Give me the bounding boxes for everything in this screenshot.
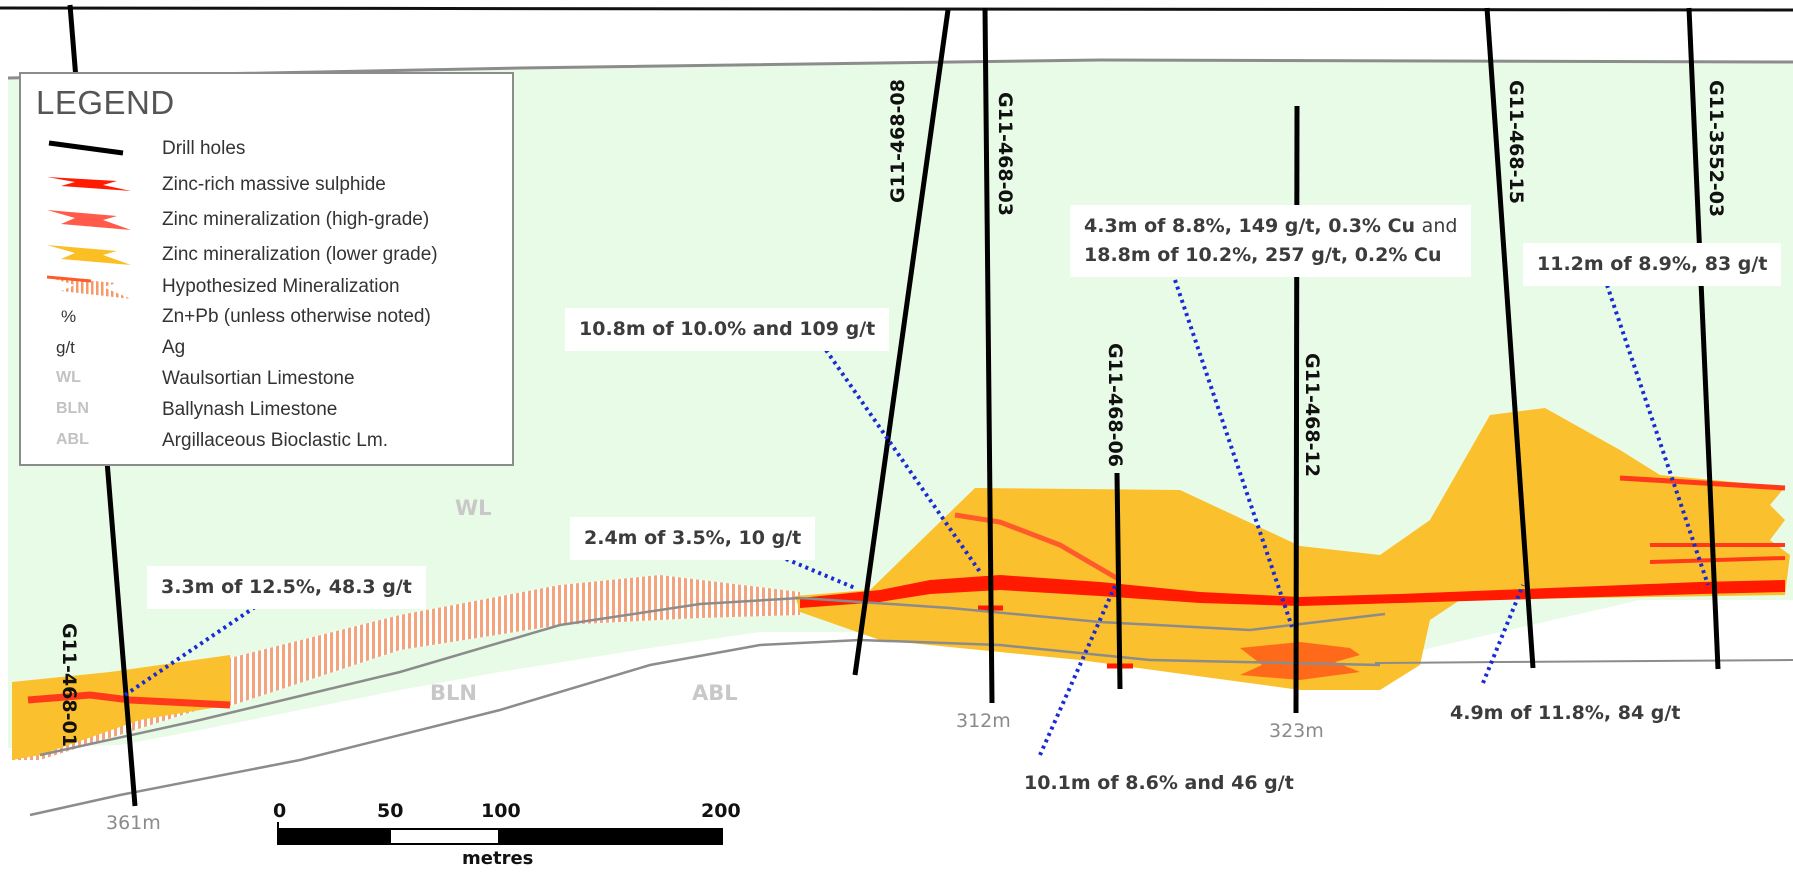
legend-row-percent: % Zn+Pb (unless otherwise noted) [21,301,512,331]
drill-hole-label: G11-468-08 [887,79,909,203]
legend-row-gpt: g/t Ag [21,332,512,362]
legend-label: Hypothesized Mineralization [162,276,400,297]
legend-label: Zinc-rich massive sulphide [162,174,386,195]
high-grade-zinc-west [27,691,231,709]
leader-lines [120,279,1710,756]
hypothesized-mineralization-swatch [31,271,141,301]
drill-hole-label: G11-468-03 [994,92,1016,216]
legend-label: Drill holes [162,138,246,159]
intercept-callout-hole-06: 10.1m of 8.6% and 46 g/t [1024,772,1294,794]
scale-tick-label: 200 [701,800,741,822]
leader-hole-08-a [785,557,856,590]
intercept-callout-line: 4.3m of 8.8%, 149 g/t, 0.3% Cu and [1084,212,1457,241]
drill-hole-label: G11-468-15 [1505,80,1527,204]
intercept-callout-hole-3552-03: 11.2m of 8.9%, 83 g/t [1523,243,1782,286]
drill-hole-g11-468-15 [1484,7,1536,669]
high-grade-lens-east-3 [1649,556,1786,564]
legend-row-hypothesized: Hypothesized Mineralization [21,271,512,301]
topography-line [0,6,1793,12]
drill-hole-g11-468-08 [852,9,951,676]
legend-abbr: ABL [56,431,89,448]
high-grade-lens-east-1 [1619,475,1786,491]
legend-abbr: g/t [56,338,75,357]
lower-grade-zinc-west [12,655,230,760]
intercept-connector: and [1421,215,1458,237]
intercept-callout-hole-15: 4.9m of 11.8%, 84 g/t [1450,702,1681,724]
intercept-text: 4.3m of 8.8%, 149 g/t, 0.3% Cu [1084,215,1416,237]
intercept-callout-line: 18.8m of 10.2%, 257 g/t, 0.2% Cu [1084,244,1442,266]
bln-white-area [0,640,1793,874]
high-grade-lens-upper [954,512,1122,583]
legend-label: Ag [162,337,186,358]
legend-row-abl: ABL Argillaceous Bioclastic Lm. [21,425,512,455]
legend-abbr: % [61,307,77,326]
hypothesized-mineralization-central [230,575,800,706]
east-contact-line [1374,659,1793,664]
legend-title: LEGEND [36,84,175,121]
scale-tick-label: 100 [481,800,521,822]
drill-hole-line-icon [31,133,141,163]
scale-bar [277,822,723,845]
scale-tick-label: 50 [377,800,404,822]
scale-tick-label: 0 [273,800,287,822]
legend-label: Zinc mineralization (lower grade) [162,244,438,265]
leader-hole-08-b [824,348,982,574]
unit-label-wl: WL [455,496,492,520]
legend-row-wl: WL Waulsortian Limestone [21,363,512,393]
leader-hole-06 [1038,585,1117,756]
intercept-callout-hole-08-a: 2.4m of 3.5%, 10 g/t [570,517,816,560]
legend-label: Ballynash Limestone [162,399,338,420]
legend-label: Waulsortian Limestone [162,368,355,389]
legend-row-drill-holes: Drill holes [21,133,512,163]
legend-abbr: BLN [56,400,89,417]
legend-row-bln: BLN Ballynash Limestone [21,394,512,424]
massive-sulphide-band [800,575,1785,608]
drill-hole-g11-468-03 [982,7,995,704]
legend-label: Argillaceous Bioclastic Lm. [162,430,388,451]
drill-hole-g11-468-06 [1114,472,1123,690]
legend-label: Zn+Pb (unless otherwise noted) [162,306,431,327]
depth-label: 323m [1269,720,1324,742]
zinc-lower-grade-swatch [31,239,141,269]
leader-hole-12 [1173,279,1294,628]
zinc-high-grade-swatch [31,204,141,234]
leader-hole-01 [120,605,257,699]
drill-hole-g11-3552-03 [1686,7,1721,670]
overburden-area [0,0,1793,78]
bln-abl-contact-line [29,638,1381,817]
drill-hole-label: G11-3552-03 [1705,80,1727,218]
drill-hole-label: G11-468-06 [1104,343,1126,467]
legend-label: Zinc mineralization (high-grade) [162,209,430,230]
scale-bar-segment-50-100 [389,828,500,845]
depth-label: 312m [956,710,1011,732]
legend-abbr: WL [56,369,81,386]
high-grade-zone-hole-12 [1240,642,1360,680]
drill-hole-g11-468-12 [1293,105,1300,714]
intercept-callout-hole-01: 3.3m of 12.5%, 48.3 g/t [147,566,426,609]
legend-row-high-grade: Zinc mineralization (high-grade) [21,204,512,234]
legend-panel: LEGEND Drill holes Zinc-rich massive sul… [19,72,514,466]
legend-row-massive-sulphide: Zinc-rich massive sulphide [21,169,512,199]
lower-grade-zinc-main [795,408,1790,690]
scale-unit-label: metres [462,848,534,869]
intercept-callout-hole-08-b: 10.8m of 10.0% and 109 g/t [565,308,890,351]
wl-bln-contact-line [39,596,1386,757]
legend-row-lower-grade: Zinc mineralization (lower grade) [21,239,512,269]
intercept-callout-hole-12: 4.3m of 8.8%, 149 g/t, 0.3% Cu and 18.8m… [1070,205,1472,277]
unit-label-bln: BLN [430,681,477,705]
scale-bar-segment-0-50 [277,828,391,845]
drill-hole-label: G11-468-12 [1301,353,1323,477]
zinc-rich-massive-sulphide-swatch [31,169,141,199]
unit-label-abl: ABL [692,681,738,705]
depth-label: 361m [106,812,161,834]
scale-bar-segment-100-200 [498,828,723,845]
drill-hole-label: G11-468-01 [58,623,80,747]
